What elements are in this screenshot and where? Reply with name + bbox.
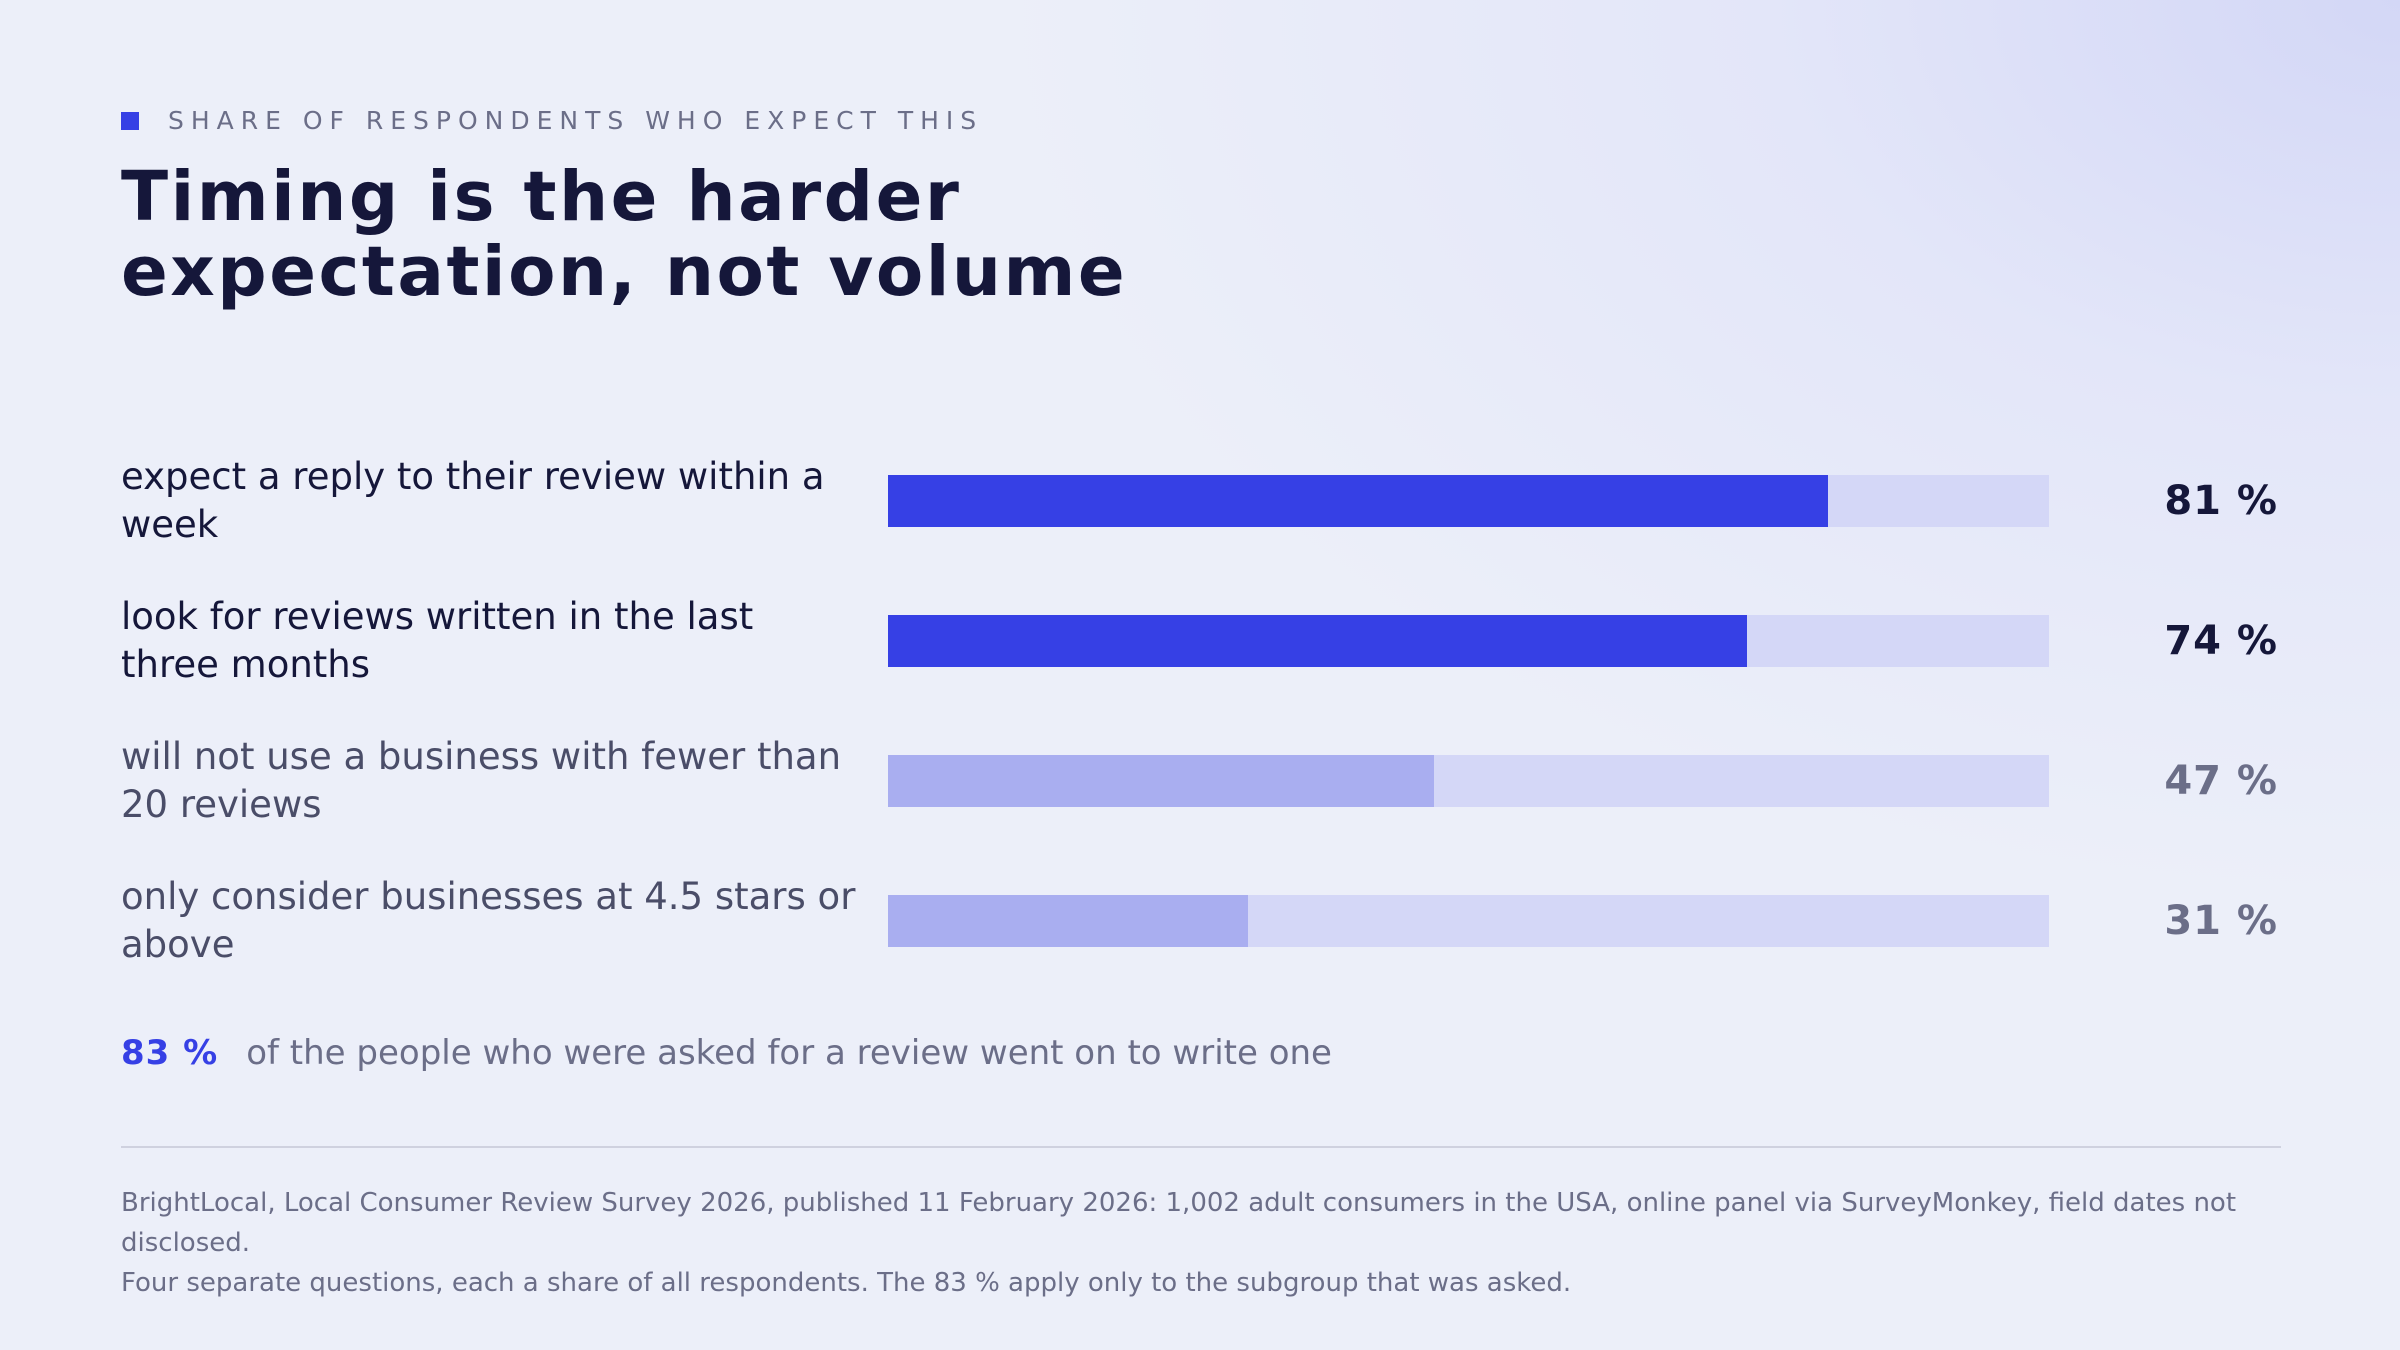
- bar-track: [888, 895, 2049, 947]
- bar-value-label: 47 %: [2164, 758, 2278, 804]
- bar-track: [888, 615, 2049, 667]
- bar-label: will not use a business with fewer than …: [121, 735, 842, 826]
- bar-label: expect a reply to their review within a …: [121, 455, 825, 546]
- source-line-1: BrightLocal, Local Consumer Review Surve…: [121, 1188, 2237, 1258]
- divider: [121, 1146, 2281, 1148]
- bar-label: only consider businesses at 4.5 stars or…: [121, 875, 856, 966]
- kicker-square-icon: [121, 112, 139, 130]
- bar-track: [888, 475, 2049, 527]
- bar-row: look for reviews written in the last thr…: [0, 591, 2400, 691]
- chart-kicker: SHARE OF RESPONDENTS WHO EXPECT THIS: [121, 106, 983, 136]
- callout: 83 % of the people who were asked for a …: [121, 1030, 1332, 1076]
- bar: [888, 615, 1747, 667]
- bar-value-label: 81 %: [2164, 478, 2278, 524]
- callout-text: of the people who were asked for a revie…: [246, 1033, 1332, 1073]
- bar-value-label: 74 %: [2164, 618, 2278, 664]
- bar-label: look for reviews written in the last thr…: [121, 595, 754, 686]
- bar: [888, 895, 1248, 947]
- kicker-text: SHARE OF RESPONDENTS WHO EXPECT THIS: [168, 106, 984, 135]
- bar-row: expect a reply to their review within a …: [0, 451, 2400, 551]
- callout-value: 83 %: [121, 1033, 219, 1073]
- source-line-2: Four separate questions, each a share of…: [121, 1268, 1572, 1298]
- bar-track: [888, 755, 2049, 807]
- bar-row: will not use a business with fewer than …: [0, 731, 2400, 831]
- bar: [888, 755, 1434, 807]
- bar: [888, 475, 1828, 527]
- bar-row: only consider businesses at 4.5 stars or…: [0, 871, 2400, 971]
- bar-value-label: 31 %: [2164, 898, 2278, 944]
- source-note: BrightLocal, Local Consumer Review Surve…: [121, 1183, 2301, 1303]
- chart-title: Timing is the harder expectation, not vo…: [121, 157, 1128, 312]
